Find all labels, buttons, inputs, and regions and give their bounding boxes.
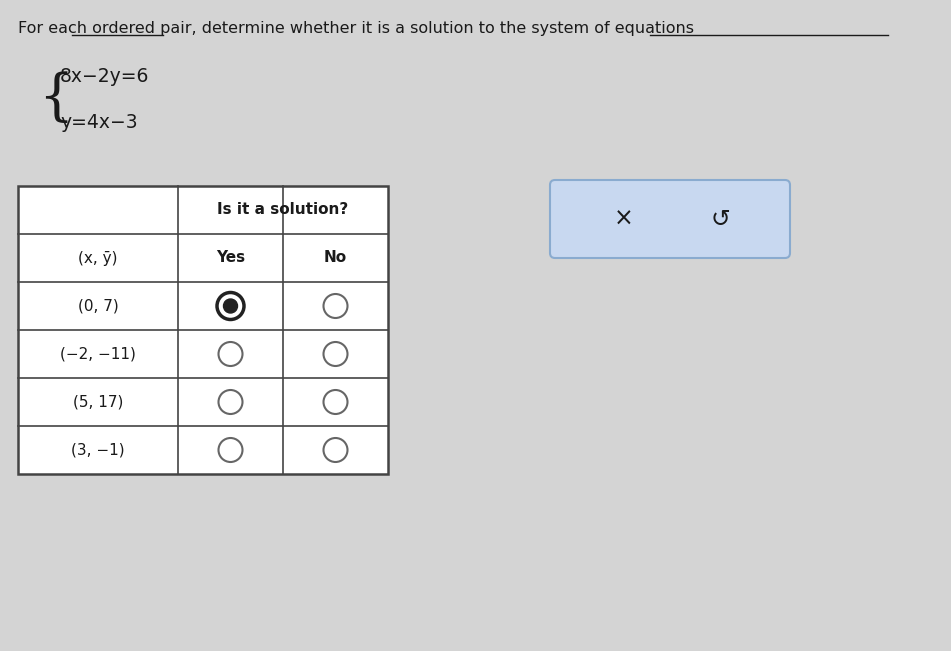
Text: Is it a solution?: Is it a solution? — [218, 202, 349, 217]
Circle shape — [219, 390, 243, 414]
Text: {: { — [38, 72, 73, 126]
Text: (3, −1): (3, −1) — [71, 443, 125, 458]
Circle shape — [223, 299, 238, 313]
Circle shape — [323, 438, 347, 462]
Text: ×: × — [614, 207, 634, 231]
Text: No: No — [324, 251, 347, 266]
Circle shape — [323, 294, 347, 318]
Text: Yes: Yes — [216, 251, 245, 266]
Text: (x, ȳ): (x, ȳ) — [78, 251, 118, 266]
Text: ↺: ↺ — [710, 207, 730, 231]
Text: (−2, −11): (−2, −11) — [60, 346, 136, 361]
Text: (5, 17): (5, 17) — [73, 395, 124, 409]
Circle shape — [323, 390, 347, 414]
Circle shape — [323, 342, 347, 366]
FancyBboxPatch shape — [550, 180, 790, 258]
Circle shape — [217, 292, 244, 320]
Circle shape — [219, 438, 243, 462]
Bar — [18, 186, 388, 474]
Text: (0, 7): (0, 7) — [78, 299, 118, 314]
Text: y=4x−3: y=4x−3 — [60, 113, 138, 133]
Text: For each ordered pair, determine whether it is a solution to the system of equat: For each ordered pair, determine whether… — [18, 21, 694, 36]
Text: 8x−2y=6: 8x−2y=6 — [60, 66, 149, 85]
Circle shape — [219, 342, 243, 366]
